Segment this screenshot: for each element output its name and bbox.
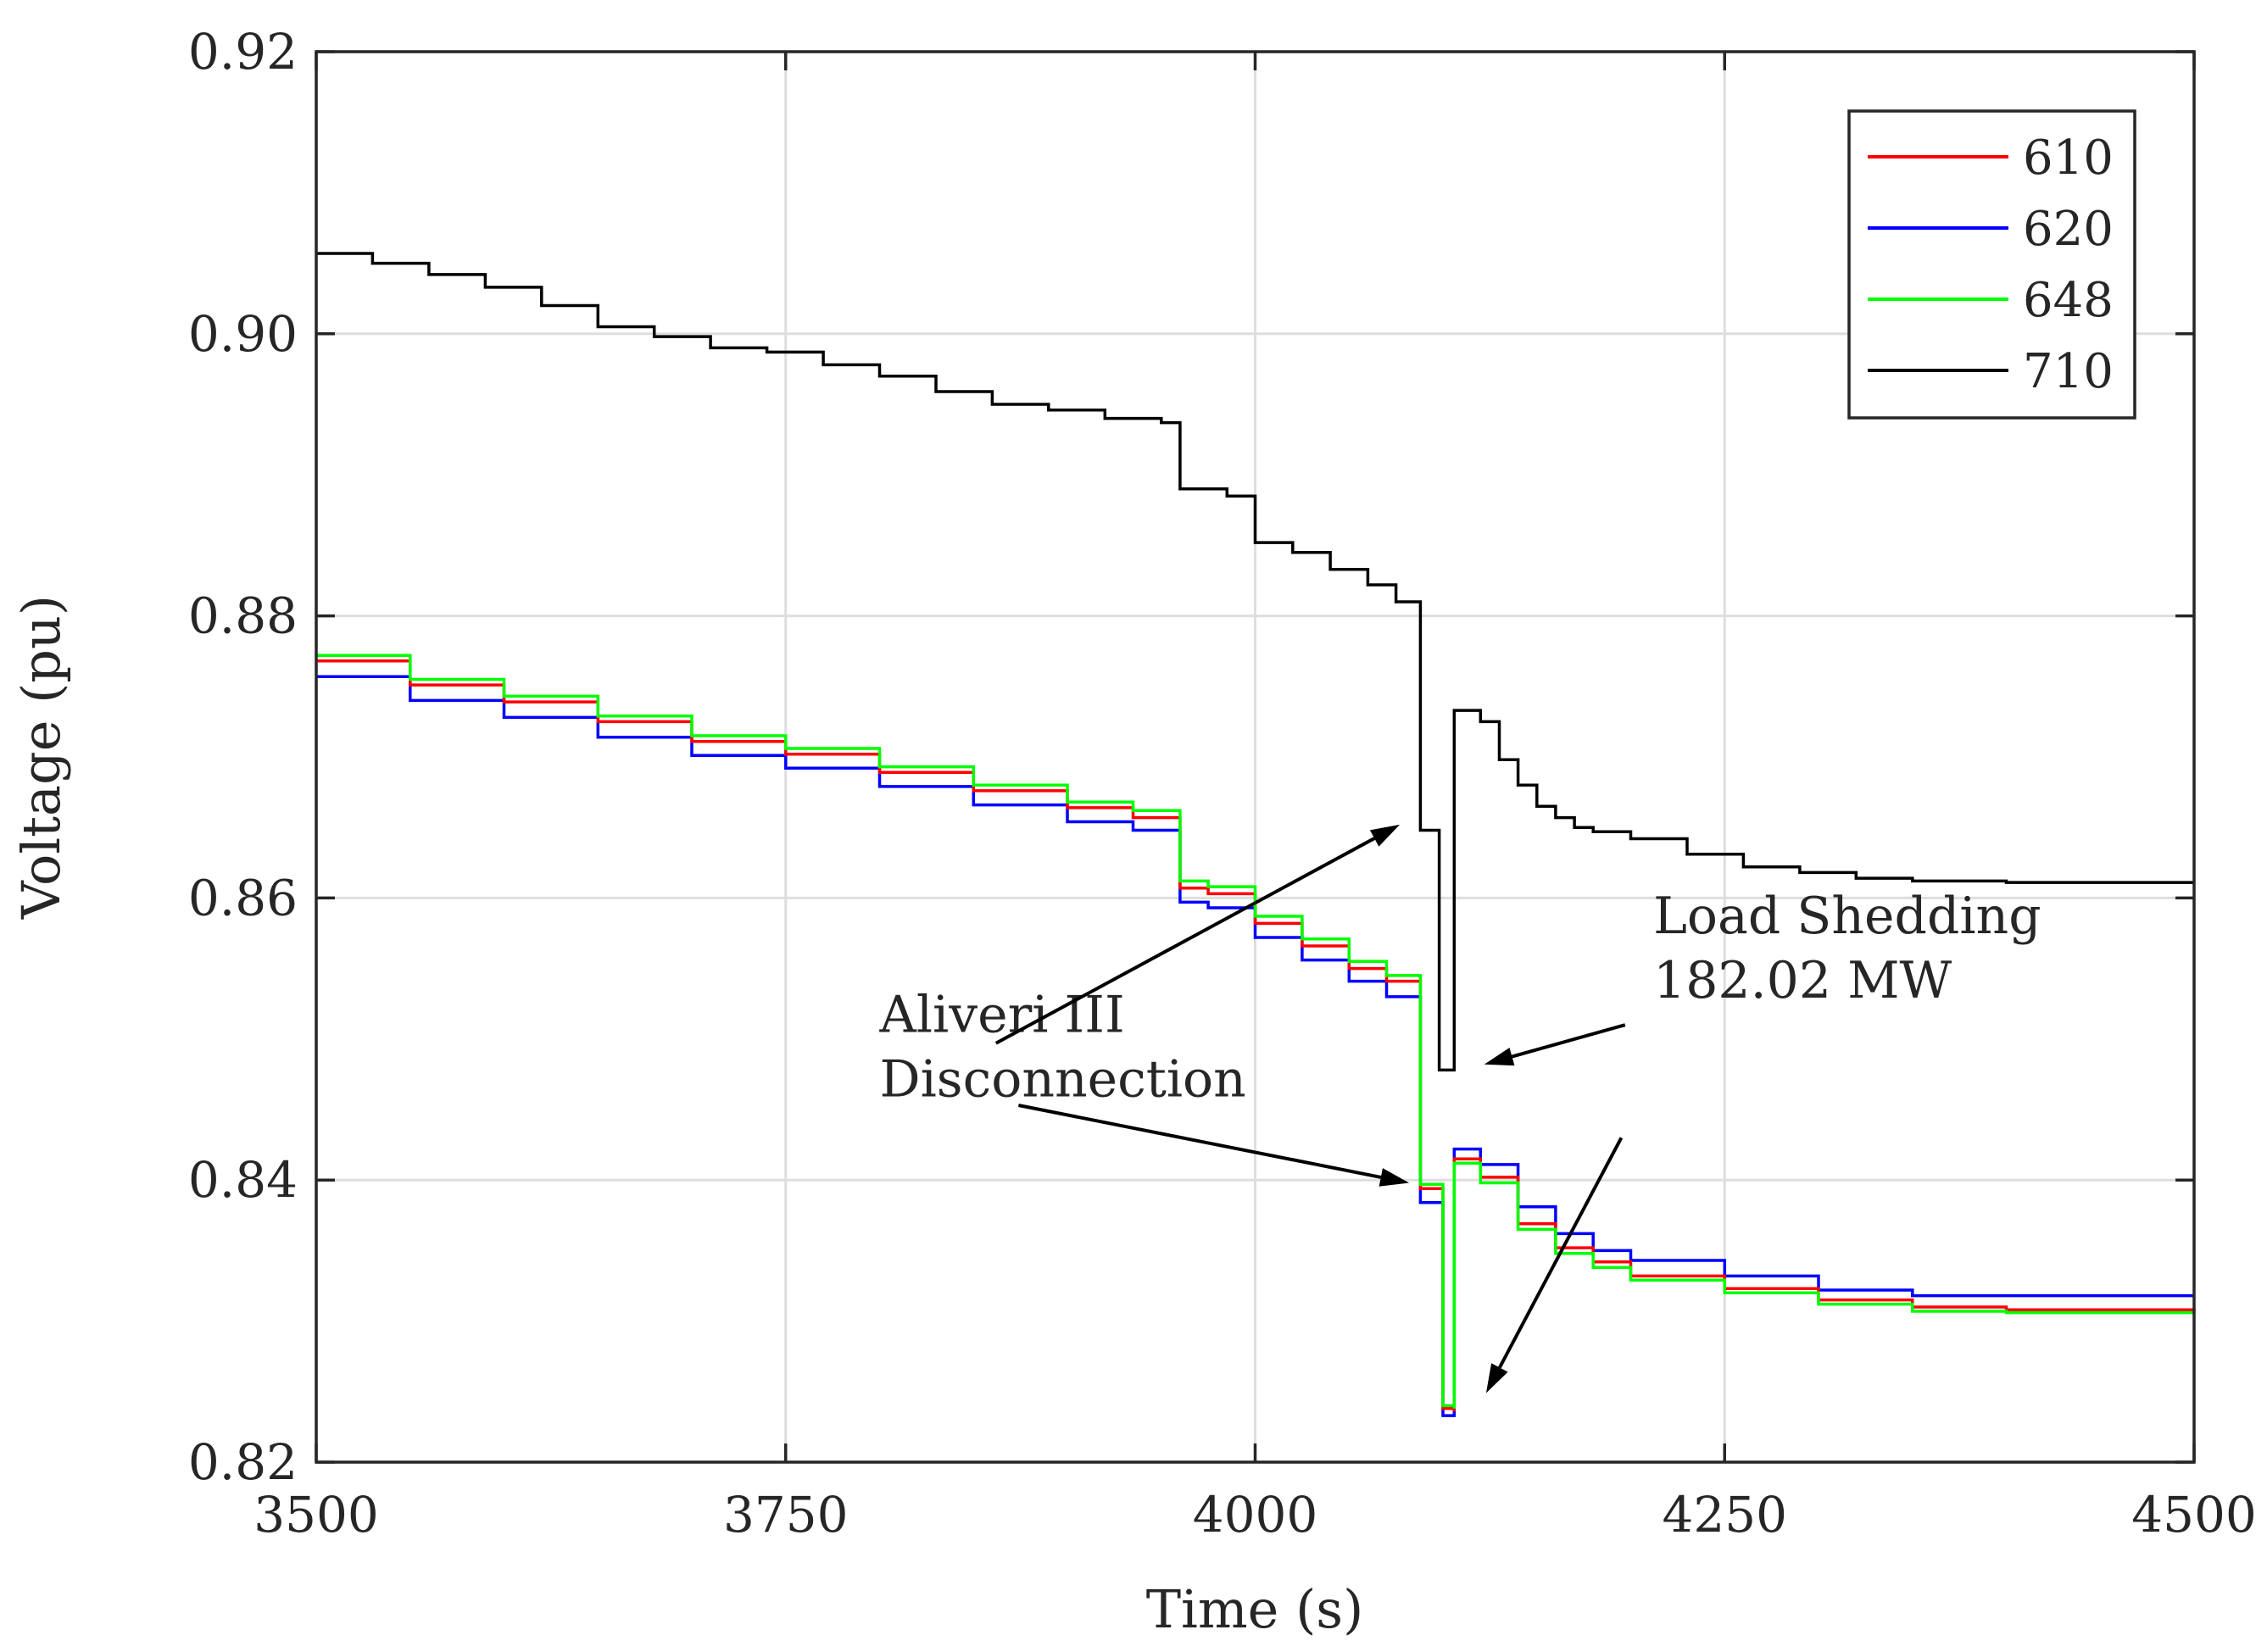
legend-label-610: 610	[2023, 131, 2114, 186]
legend-box	[1847, 109, 2136, 420]
y-tick-label: 0.86	[188, 869, 298, 926]
annotation-arrow-line	[1511, 1023, 1626, 1059]
series-lines	[316, 252, 2196, 1417]
y-tick-label: 0.84	[188, 1151, 298, 1209]
annotation-text: 182.02 MW	[1653, 951, 1952, 1010]
x-tick-label: 4500	[2131, 1486, 2257, 1544]
y-tick-label: 0.92	[188, 23, 298, 81]
x-tick-label: 3750	[723, 1486, 849, 1544]
tick-labels: 3500 3750 4000 4250 4500 0.82 0.84 0.86 0.88 0.90…	[188, 23, 2257, 1544]
y-tick-label: 0.90	[188, 305, 298, 363]
annotation-text: Disconnection	[880, 1049, 1246, 1109]
series-line-648	[316, 654, 2194, 1409]
annotation-text: Load Shedding	[1653, 887, 2041, 946]
series-line-710	[316, 252, 2194, 1072]
x-tick-label: 4000	[1193, 1486, 1318, 1544]
annotation-arrow-head	[1485, 1363, 1508, 1393]
legend-label-648: 648	[2023, 273, 2114, 328]
annotation-arrow-head	[1379, 1168, 1410, 1187]
y-tick-label: 0.82	[188, 1433, 298, 1491]
legend: 610 620 648 710	[1847, 109, 2136, 420]
y-axis-label: Voltage (pu)	[10, 595, 72, 920]
annotation-arrow-line	[994, 837, 1376, 1045]
annotation-arrow-line	[1018, 1104, 1382, 1179]
x-tick-label: 3500	[253, 1486, 379, 1544]
series-line-620	[316, 675, 2194, 1417]
annotation-arrow-head	[1369, 824, 1401, 847]
y-tick-label: 0.88	[188, 587, 298, 645]
x-axis-label: Time (s)	[1146, 1578, 1364, 1640]
legend-label-620: 620	[2023, 202, 2114, 257]
annotation-arrow-line	[1498, 1137, 1624, 1369]
legend-label-710: 710	[2023, 344, 2114, 399]
axes	[315, 50, 2196, 1464]
annotation-arrow-head	[1484, 1047, 1515, 1066]
x-tick-label: 4250	[1662, 1486, 1787, 1544]
